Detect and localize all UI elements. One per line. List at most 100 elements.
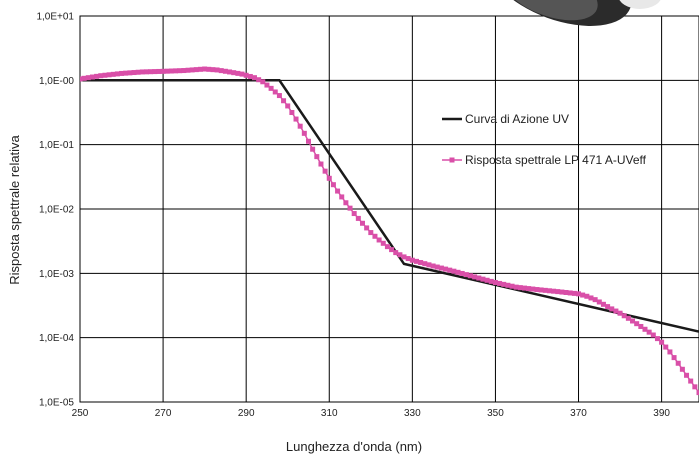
data-point [671,355,677,361]
data-point [289,110,295,115]
data-point [110,71,116,77]
y-tick-label: 1,0E-01 [39,140,74,151]
y-tick-label: 1,0E-04 [39,333,74,344]
data-point [476,275,482,281]
data-point [272,89,278,95]
data-point [193,67,199,73]
data-point [351,211,357,217]
data-point [114,71,120,77]
data-point [339,194,345,200]
legend-marker [449,157,455,163]
data-point [630,318,636,324]
data-point [168,68,174,74]
data-point [127,70,133,76]
data-point [260,79,266,85]
data-point [580,292,586,298]
data-point [347,205,353,211]
data-point [293,116,299,122]
data-point [148,69,154,75]
data-point [600,301,606,307]
data-point [559,289,565,295]
x-tick-label: 350 [487,408,504,419]
legend-label: Curva di Azione UV [465,112,569,126]
data-point [397,252,403,258]
data-point [264,82,270,88]
data-point [189,67,195,73]
data-point [135,69,141,75]
data-point [696,390,699,396]
data-point [455,269,461,275]
data-point [214,67,220,73]
series-1 [80,79,699,333]
data-point [202,66,208,72]
data-point [227,69,233,75]
data-point [197,66,203,72]
data-point [522,285,528,291]
data-point [675,360,681,366]
data-point [368,230,374,236]
data-point [434,264,440,270]
data-point [123,70,129,76]
data-point [401,254,407,260]
data-point [243,72,249,78]
y-axis-title: Risposta spettrale relativa [7,134,22,284]
data-point [513,284,519,290]
data-point [80,76,83,82]
data-point [376,237,382,243]
data-point [488,278,494,284]
x-tick-label: 370 [570,408,587,419]
data-point [613,308,619,314]
device-probe-image [488,0,661,26]
data-point [181,68,187,74]
data-point [314,154,320,160]
x-tick-label: 290 [238,408,255,419]
data-point [247,73,253,79]
data-point [164,68,170,74]
data-point [480,276,486,282]
data-point [305,138,311,144]
data-point [646,329,652,335]
data-point [301,130,307,136]
data-point [451,268,457,274]
data-point [384,244,390,250]
data-point [484,277,490,283]
data-point [389,247,395,253]
data-point [318,161,324,167]
data-point [659,339,665,345]
x-tick-label: 390 [653,408,670,419]
data-point [281,98,287,104]
y-tick-label: 1,0E-00 [39,76,74,87]
data-point [355,215,361,221]
data-point [642,326,648,332]
data-point [634,321,640,327]
data-point [447,267,453,273]
data-point [218,68,224,74]
data-point [501,281,507,287]
data-point [459,270,465,276]
data-point [414,258,420,264]
data-point [567,290,573,296]
data-point [251,75,257,81]
data-point [505,282,511,288]
data-point [156,68,162,74]
legend-item: Curva di Azione UV [442,112,569,126]
x-axis-title: Lunghezza d'onda (nm) [286,439,422,454]
y-tick-label: 1,0E-03 [39,269,74,280]
data-point [517,285,523,291]
data-point [102,72,108,78]
plot-area [80,66,699,396]
data-point [359,220,365,226]
data-point [438,265,444,271]
data-point [119,70,125,76]
series-line [80,68,699,394]
data-point [654,336,660,342]
data-point [131,70,137,76]
data-point [430,263,436,269]
data-point [551,288,557,294]
data-point [663,344,669,350]
data-point [692,384,698,390]
data-point [335,188,341,194]
data-point [297,123,303,129]
data-point [160,68,166,74]
